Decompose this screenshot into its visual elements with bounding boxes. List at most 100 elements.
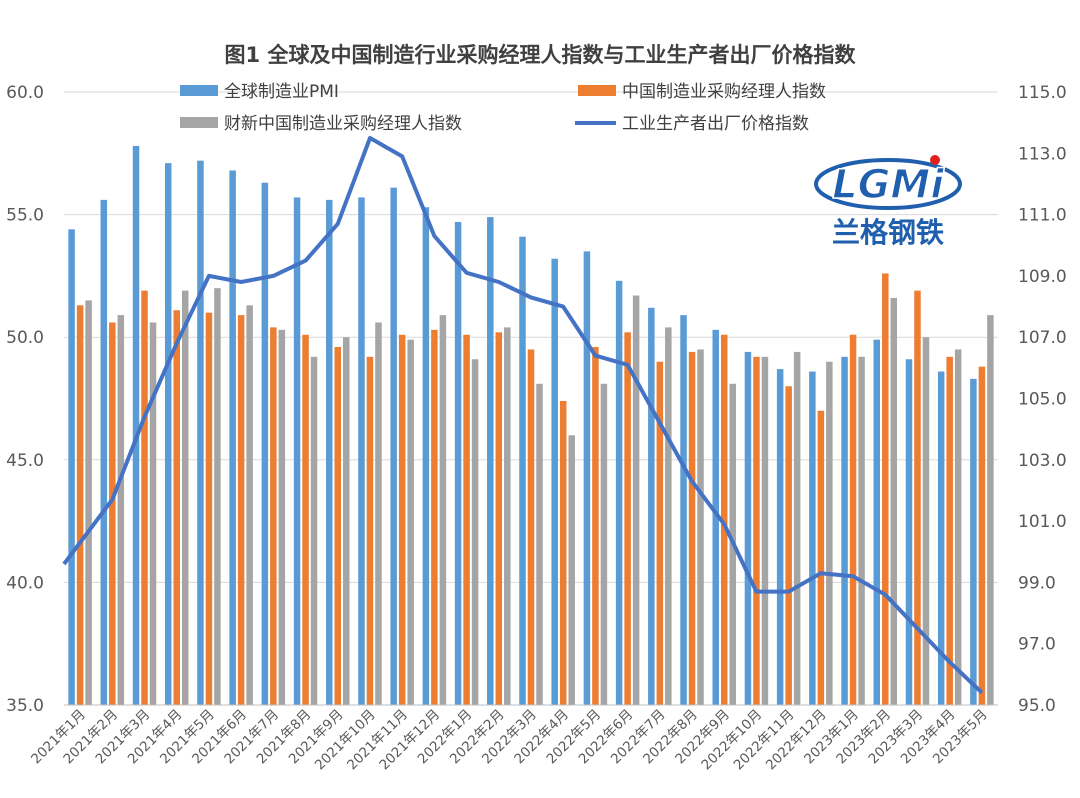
bar-caixin-pmi [761,356,769,705]
bar-caixin-pmi [343,337,350,705]
bar-caixin-pmi [310,356,318,705]
logo: LGMi 兰格钢铁 [814,155,962,249]
bar-china-pmi [688,351,696,705]
logo-swoosh [814,158,962,210]
bar-china-pmi [237,315,245,705]
bar-global-pmi [970,378,977,705]
right-tick-label: 101.0 [1018,512,1067,532]
bar-china-pmi [173,310,180,705]
bar-global-pmi [454,221,462,705]
line-ppi [62,136,984,695]
bar-china-pmi [978,366,986,705]
bar-global-pmi [100,199,108,705]
legend-swatch-caixin-pmi [180,117,218,128]
bar-china-pmi [817,410,825,705]
bars-group [68,145,994,706]
right-tick-label: 97.0 [1018,635,1056,655]
bar-global-pmi [132,145,140,706]
bar-china-pmi [559,400,567,705]
bar-china-pmi [334,347,342,705]
bar-global-pmi [680,315,687,705]
bar-china-pmi [109,322,116,705]
right-axis-ticks: 95.0 97.0 99.0 101.0 103.0 105.0 107.0 109.0 111… [1018,83,1067,716]
bar-caixin-pmi [890,297,898,705]
bar-global-pmi [293,197,301,705]
bar-caixin-pmi [439,315,447,705]
bar-china-pmi [366,356,374,705]
bar-global-pmi [68,229,75,705]
right-tick-label: 95.0 [1018,696,1056,716]
bar-global-pmi [615,280,623,705]
bar-caixin-pmi [149,322,157,705]
legend-swatch-china-pmi [578,85,616,96]
bar-global-pmi [164,163,172,705]
bar-global-pmi [358,197,365,705]
left-tick-label: 40.0 [6,573,44,593]
bar-caixin-pmi [922,337,930,705]
bar-china-pmi [624,332,631,705]
bar-global-pmi [261,182,269,705]
bar-global-pmi [422,207,430,705]
legend-swatch-global-pmi [180,85,218,96]
left-tick-label: 35.0 [6,696,44,716]
bar-china-pmi [592,347,599,705]
bar-china-pmi [914,290,921,705]
bar-global-pmi [776,369,784,705]
bar-global-pmi [229,170,236,706]
bar-caixin-pmi [278,329,286,705]
bar-china-pmi [431,329,438,705]
bar-china-pmi [205,312,213,705]
bar-china-pmi [656,361,664,705]
bar-china-pmi [302,334,309,705]
bar-global-pmi [744,351,752,705]
bar-china-pmi [141,290,148,705]
bar-global-pmi [648,307,655,705]
bar-caixin-pmi [471,359,479,705]
chart-title: 图1 全球及中国制造行业采购经理人指数与工业生产者出厂价格指数 [225,43,857,67]
bar-global-pmi [873,339,881,705]
bar-caixin-pmi [407,339,414,705]
right-tick-label: 103.0 [1018,451,1067,471]
logo-dot [930,155,940,165]
bar-caixin-pmi [632,295,640,705]
bar-global-pmi [197,160,204,705]
left-tick-label: 60.0 [6,83,44,103]
bar-caixin-pmi [117,315,125,705]
bar-china-pmi [946,356,953,705]
bar-caixin-pmi [568,435,575,705]
right-tick-label: 109.0 [1018,267,1067,287]
bar-global-pmi [551,258,558,705]
right-tick-label: 105.0 [1018,390,1067,410]
bar-global-pmi [487,217,494,705]
bar-global-pmi [326,199,333,705]
legend-label-global-pmi: 全球制造业PMI [224,82,339,102]
bar-caixin-pmi [600,383,608,705]
line-group [62,136,984,695]
bar-caixin-pmi [375,322,382,705]
legend-label-china-pmi: 中国制造业采购经理人指数 [622,82,826,102]
bar-caixin-pmi [181,290,189,705]
bar-china-pmi [849,334,857,705]
legend: 全球制造业PMI 中国制造业采购经理人指数 财新中国制造业采购经理人指数 工业生… [180,82,826,134]
bar-caixin-pmi [858,356,865,705]
bar-china-pmi [753,356,760,705]
right-tick-label: 111.0 [1018,206,1067,226]
bar-china-pmi [76,305,84,705]
bar-global-pmi [809,371,816,705]
bar-caixin-pmi [826,361,833,705]
right-tick-label: 113.0 [1018,144,1067,164]
bar-china-pmi [720,334,728,705]
right-tick-label: 99.0 [1018,573,1056,593]
logo-mark: LGMi [832,162,945,208]
bar-china-pmi [527,349,535,705]
bar-caixin-pmi [954,349,962,705]
x-axis-ticks: 2021年1月2021年2月2021年3月2021年4月2021年5月2021年… [28,707,991,774]
left-axis-ticks: 35.0 40.0 45.0 50.0 55.0 60.0 [6,83,44,716]
bar-caixin-pmi [665,327,672,705]
left-tick-label: 50.0 [6,328,44,348]
bar-caixin-pmi [504,327,511,705]
bar-china-pmi [398,334,406,705]
legend-label-caixin-pmi: 财新中国制造业采购经理人指数 [224,114,462,134]
bar-global-pmi [841,356,848,705]
